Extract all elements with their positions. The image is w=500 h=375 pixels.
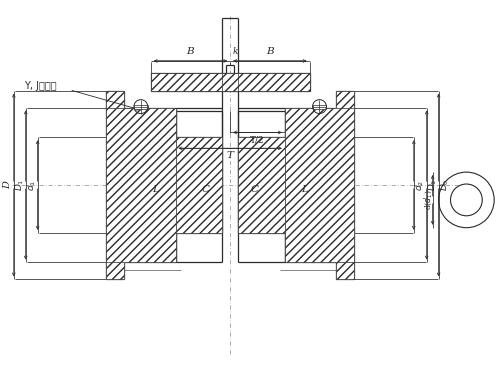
Text: T/2: T/2 bbox=[250, 135, 264, 144]
Bar bbox=[134, 105, 148, 109]
Polygon shape bbox=[106, 91, 124, 108]
Text: L: L bbox=[152, 186, 159, 195]
Polygon shape bbox=[176, 137, 222, 232]
Text: C: C bbox=[251, 186, 259, 195]
Text: T: T bbox=[226, 151, 234, 160]
Polygon shape bbox=[106, 108, 176, 262]
Text: B: B bbox=[186, 47, 194, 56]
Polygon shape bbox=[150, 73, 310, 91]
Polygon shape bbox=[222, 73, 238, 91]
Text: D: D bbox=[4, 181, 13, 189]
Polygon shape bbox=[336, 262, 354, 279]
Text: $D_0$: $D_0$ bbox=[438, 179, 451, 191]
Polygon shape bbox=[106, 262, 124, 279]
Text: $d_1$: $d_1$ bbox=[26, 179, 38, 190]
Bar bbox=[312, 105, 326, 109]
Polygon shape bbox=[336, 91, 354, 108]
Text: $d_2$: $d_2$ bbox=[414, 180, 426, 190]
Polygon shape bbox=[284, 108, 354, 262]
Polygon shape bbox=[238, 137, 284, 232]
Text: $D_1$: $D_1$ bbox=[426, 179, 439, 191]
Text: L: L bbox=[301, 186, 308, 195]
Text: d($d_1$): d($d_1$) bbox=[422, 189, 434, 210]
Text: Y, J型轴孔: Y, J型轴孔 bbox=[24, 81, 56, 91]
Text: B: B bbox=[266, 47, 274, 56]
Text: C: C bbox=[202, 186, 209, 195]
Text: $D_1$: $D_1$ bbox=[14, 179, 26, 191]
Text: k: k bbox=[232, 47, 237, 56]
